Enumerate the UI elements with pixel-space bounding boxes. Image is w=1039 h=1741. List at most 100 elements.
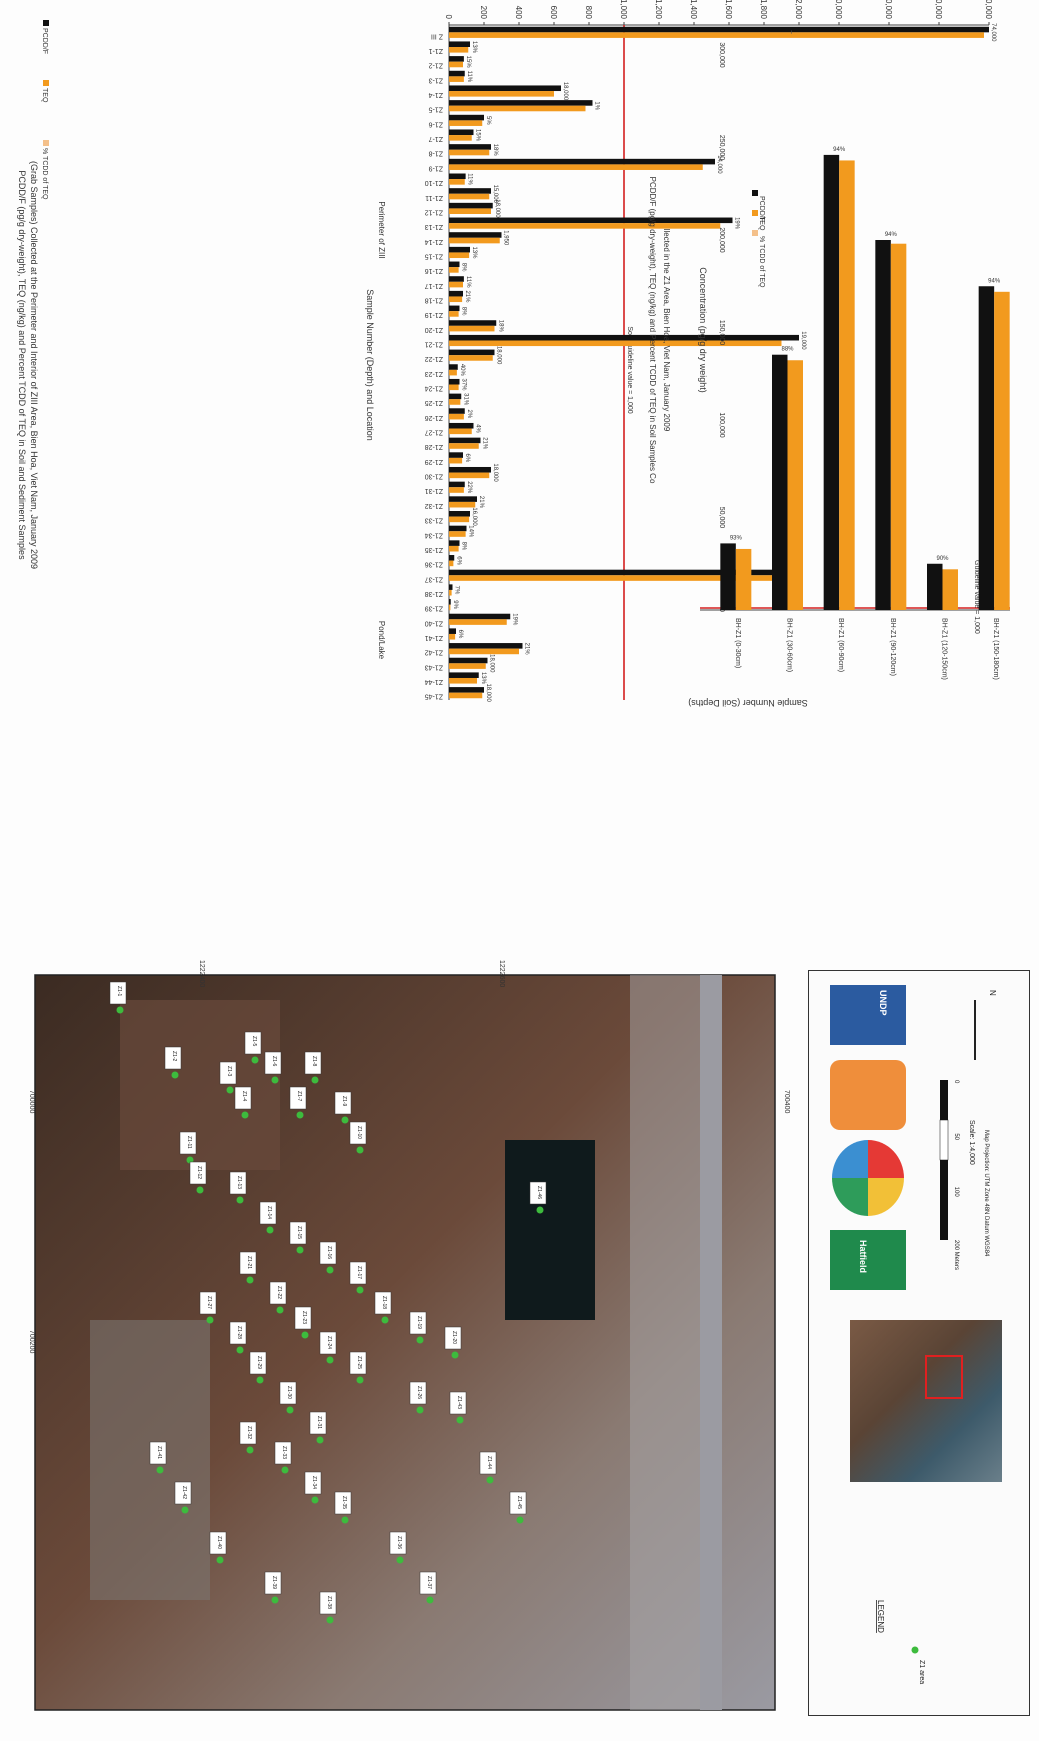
chart1-category-label: Z1-16 xyxy=(425,267,443,274)
chart1-category-label: Z1-2 xyxy=(429,62,444,69)
chart1-percent-label: 1,950 xyxy=(503,230,509,246)
chart1-bar-pcddf xyxy=(449,188,491,194)
chart1-bar-pcddf xyxy=(449,452,463,458)
chart1-percent-label: 15% xyxy=(475,129,481,142)
map-sample-label: Z1-14 xyxy=(266,1206,272,1219)
chart1-title: PCDD/F (pg/g dry-weight), TEQ (ng/kg) an… xyxy=(17,170,27,560)
map-sample-label: Z1-1 xyxy=(116,986,122,997)
chart1-bar-teq xyxy=(449,193,490,200)
map-sample-point xyxy=(216,1556,224,1564)
map-sample-label-box xyxy=(319,1241,337,1265)
map-sample-label: Z1-45 xyxy=(516,1496,522,1509)
chart1-bar-teq xyxy=(449,252,470,259)
chart1-percent-label: 11% xyxy=(466,71,472,83)
chart1-bar-teq xyxy=(449,413,464,420)
map-sample-label: Z1-35 xyxy=(341,1496,347,1509)
chart1-bar-pcddf xyxy=(449,496,477,502)
chart1-bar-pcddf xyxy=(449,56,464,62)
chart1-category-label: Z1-5 xyxy=(429,106,444,113)
chart1-ytick-label: 1,200 xyxy=(654,0,663,20)
chart1-bar-teq xyxy=(449,589,452,596)
chart1-percent-label: 11% xyxy=(467,173,473,185)
chart1-category-label: Z1-34 xyxy=(425,531,443,538)
chart1-percent-label: 1% xyxy=(594,101,600,110)
map-sample-label-box xyxy=(209,1531,227,1555)
map-sample-label-box xyxy=(264,1051,282,1075)
map-sample-label: Z1-32 xyxy=(246,1426,252,1439)
inset-map xyxy=(850,1320,1002,1482)
chart1-bar-pcddf xyxy=(449,129,474,136)
map-pond xyxy=(505,1140,595,1320)
chart1-bar-teq xyxy=(449,443,479,449)
map-sample-point xyxy=(236,1196,244,1204)
vietnam-logo xyxy=(832,1140,904,1216)
map-sample-point xyxy=(416,1406,424,1414)
chart1-bar-pcddf xyxy=(449,599,451,605)
top-bar-chart: PCDD/F (pg/g dry-weight), TEQ (ng/kg) an… xyxy=(17,0,996,702)
chart1-percent-label: 13% xyxy=(471,246,477,259)
map-sample-label-box xyxy=(164,1046,182,1070)
chart1-bar-teq xyxy=(449,648,519,655)
map-sample-label: Z1-29 xyxy=(256,1356,262,1369)
chart1-bar-teq xyxy=(449,457,463,464)
map-sample-label-box xyxy=(279,1381,297,1405)
map-sample-point xyxy=(281,1466,289,1474)
chart1-bar-teq xyxy=(449,384,459,391)
map-sample-label: Z1-44 xyxy=(486,1456,492,1469)
map-sample-label: Z1-11 xyxy=(186,1136,192,1149)
chart1-percent-label: 22% xyxy=(466,481,472,494)
map-sample-label: Z1-3 xyxy=(226,1066,232,1077)
chart1-category-label: Z1-20 xyxy=(425,326,443,333)
chart1-bar-teq xyxy=(449,311,459,317)
chart1-bar-pcddf xyxy=(449,305,460,312)
chart1-category-label: Z1-27 xyxy=(425,429,443,436)
map-sample-label-box xyxy=(289,1086,307,1110)
chart1-category-label: Z1-12 xyxy=(425,208,443,215)
map-sample-label: Z1-42 xyxy=(181,1486,187,1499)
map-patch xyxy=(90,1320,210,1600)
chart1-percent-label: 18,000 xyxy=(485,683,491,702)
chart1-percent-label: 19% xyxy=(511,613,517,626)
chart1-category-label: Z1-24 xyxy=(425,385,443,392)
chart1-ytick-label: 10,000 xyxy=(834,0,843,20)
chart1-bar-pcddf xyxy=(449,202,493,209)
chart1-category-label: Z1-42 xyxy=(425,649,443,656)
chart1-bar-teq xyxy=(449,692,483,699)
chart1-ytick-label: 600 xyxy=(549,6,558,20)
chart1-percent-label: 18% xyxy=(497,320,503,333)
map-sample-label-box xyxy=(189,1161,207,1185)
chart1-category-label: Z1-36 xyxy=(425,561,443,568)
chart1-legend-swatch xyxy=(43,20,49,26)
chart1-percent-label: 15% xyxy=(465,56,471,69)
map-sample-label: Z1-16 xyxy=(326,1246,332,1259)
chart1-bar-pcddf xyxy=(449,422,474,429)
chart1-bar-teq xyxy=(449,501,476,508)
chart1-percent-label: 4% xyxy=(475,424,481,433)
map-sample-label-box xyxy=(219,1061,237,1085)
map-sample-point xyxy=(396,1556,404,1564)
chart1-percent-label: 40% xyxy=(459,364,465,377)
map-sample-label: Z1-25 xyxy=(356,1356,362,1369)
map-sample-point xyxy=(316,1436,324,1444)
map-sample-label-box xyxy=(319,1591,337,1615)
chart1-percent-label: 8% xyxy=(461,542,467,551)
map-sample-point xyxy=(256,1376,264,1384)
map-sample-point xyxy=(186,1156,194,1164)
chart1-category-label: Z1-28 xyxy=(425,443,443,450)
map-sample-point xyxy=(486,1476,494,1484)
map-sample-point xyxy=(326,1266,334,1274)
map-sample-label: Z1-40 xyxy=(216,1536,222,1549)
chart1-bar-teq xyxy=(449,340,782,347)
chart1-bar-pcddf xyxy=(449,290,463,297)
map-sample-point xyxy=(196,1186,204,1194)
chart1-bar-teq xyxy=(449,663,486,669)
chart1-category-label: Z1-29 xyxy=(425,458,443,465)
chart1-bar-pcddf xyxy=(449,364,458,370)
map-sample-label-box xyxy=(174,1481,192,1505)
chart1-percent-label: 9% xyxy=(452,600,458,609)
chart1-x-label: Sample Number (Depth) and Location xyxy=(365,289,375,441)
map-sample-label-box xyxy=(149,1441,167,1465)
chart1-category-label: Z1-32 xyxy=(425,502,443,509)
map-coord-label: 700400 xyxy=(783,1090,790,1113)
chart1-category-label: Z1-31 xyxy=(425,487,443,494)
